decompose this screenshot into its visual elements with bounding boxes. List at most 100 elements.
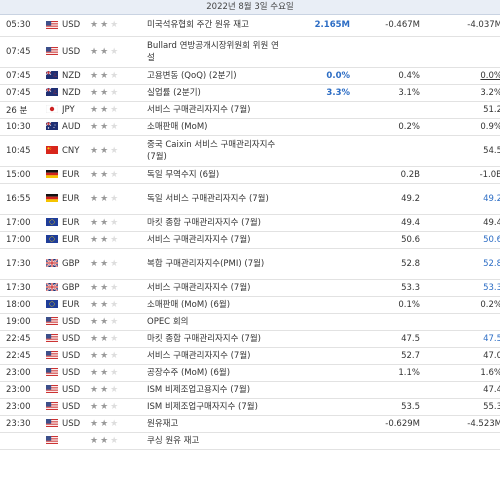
star-icon: ★ [90, 333, 99, 344]
event-actual [284, 214, 350, 232]
event-name[interactable]: 마킷 종합 구매관리자지수 (7월) [145, 330, 284, 348]
importance-stars: ★ ★ ★ [90, 334, 120, 344]
calendar-row[interactable]: 05:30 USD ★ ★ ★ 미국석유협회 주간 원유 재고 2.165M -0.467M -… [0, 15, 500, 37]
event-forecast: 49.4 [350, 214, 420, 232]
event-time [0, 432, 46, 450]
star-icon: ★ [100, 87, 109, 98]
us-flag-icon [46, 317, 58, 325]
event-name[interactable]: 서비스 구매관리자지수 (7월) [145, 279, 284, 297]
event-forecast: 53.3 [350, 279, 420, 297]
calendar-row[interactable]: 10:30 AUD ★ ★ ★ 소매판매 (MoM) 0.2% 0.9% [0, 118, 500, 136]
star-icon: ★ [100, 46, 109, 57]
importance-stars: ★ ★ ★ [90, 20, 120, 30]
star-icon: ★ [110, 435, 119, 446]
eu-flag-icon [46, 218, 58, 226]
event-previous: 49.2 [420, 183, 500, 215]
calendar-row[interactable]: ★ ★ ★ 쿠싱 원유 재고 [0, 432, 500, 450]
event-previous: 50.6 [420, 231, 500, 249]
event-time: 17:30 [0, 279, 46, 297]
event-name[interactable]: 독일 서비스 구매관리자지수 (7월) [145, 183, 284, 215]
event-name[interactable]: 서비스 구매관리자지수 (7월) [145, 231, 284, 249]
event-actual [284, 183, 350, 215]
star-icon: ★ [100, 217, 109, 228]
event-actual [284, 135, 350, 167]
event-currency: EUR [62, 296, 90, 314]
calendar-row[interactable]: 07:45 NZD ★ ★ ★ 실업률 (2분기) 3.3% 3.1% 3.2% [0, 84, 500, 102]
event-forecast: 50.6 [350, 231, 420, 249]
calendar-row[interactable]: 07:45 USD ★ ★ ★ Bullard 연방공개시장위원회 위원 연설 [0, 36, 500, 68]
event-previous: 54.5 [420, 135, 500, 167]
calendar-table: 05:30 USD ★ ★ ★ 미국석유협회 주간 원유 재고 2.165M -0.467M -… [0, 15, 500, 450]
calendar-row[interactable]: 23:30 USD ★ ★ ★ 원유재고 -0.629M -4.523M [0, 415, 500, 433]
event-actual [284, 330, 350, 348]
event-name[interactable]: 독일 무역수지 (6월) [145, 166, 284, 184]
star-icon: ★ [110, 121, 119, 132]
event-previous: -1.0B [420, 166, 500, 184]
importance-stars: ★ ★ ★ [90, 47, 120, 57]
event-name[interactable]: 소매판매 (MoM) (6월) [145, 296, 284, 314]
event-name[interactable]: 실업률 (2분기) [145, 84, 284, 102]
star-icon: ★ [90, 384, 99, 395]
event-name[interactable]: 공장수주 (MoM) (6월) [145, 364, 284, 382]
event-time: 26 분 [0, 101, 46, 119]
star-icon: ★ [110, 316, 119, 327]
event-name[interactable]: 서비스 구매관리자지수 (7월) [145, 101, 284, 119]
star-icon: ★ [90, 258, 99, 269]
de-flag-icon [46, 170, 58, 178]
event-name[interactable]: 미국석유협회 주간 원유 재고 [145, 15, 284, 37]
event-actual: 0.0% [284, 67, 350, 85]
event-name[interactable]: 쿠싱 원유 재고 [145, 432, 284, 450]
importance-stars: ★ ★ ★ [90, 300, 120, 310]
event-name[interactable]: 마킷 종합 구매관리자지수 (7월) [145, 214, 284, 232]
event-forecast: 47.5 [350, 330, 420, 348]
event-actual [284, 296, 350, 314]
calendar-row[interactable]: 10:45 CNY ★ ★ ★ 중국 Caixin 서비스 구매관리자지수 (7월) 54.… [0, 135, 500, 167]
calendar-row[interactable]: 18:00 EUR ★ ★ ★ 소매판매 (MoM) (6월) 0.1% 0.2% [0, 296, 500, 314]
event-name[interactable]: 복합 구매관리자지수(PMI) (7월) [145, 248, 284, 280]
calendar-row[interactable]: 15:00 EUR ★ ★ ★ 독일 무역수지 (6월) 0.2B -1.0B [0, 166, 500, 184]
us-flag-icon [46, 368, 58, 376]
event-name[interactable]: OPEC 회의 [145, 313, 284, 331]
event-name[interactable]: 서비스 구매관리자지수 (7월) [145, 347, 284, 365]
au-flag-icon [46, 121, 58, 130]
calendar-row[interactable]: 19:00 USD ★ ★ ★ OPEC 회의 [0, 313, 500, 331]
star-icon: ★ [90, 46, 99, 57]
event-actual: 3.3% [284, 84, 350, 102]
event-time: 07:45 [0, 36, 46, 68]
event-previous: 49.4 [420, 214, 500, 232]
star-icon: ★ [110, 169, 119, 180]
event-name[interactable]: 소매판매 (MoM) [145, 118, 284, 136]
event-currency: NZD [62, 67, 90, 85]
event-name[interactable]: ISM 비제조업구매자지수 (7월) [145, 398, 284, 416]
event-forecast [350, 313, 420, 331]
star-icon: ★ [90, 145, 99, 156]
event-actual [284, 347, 350, 365]
event-name[interactable]: 중국 Caixin 서비스 구매관리자지수 (7월) [145, 135, 284, 167]
event-forecast: 0.2B [350, 166, 420, 184]
event-currency: USD [62, 15, 90, 37]
calendar-row[interactable]: 07:45 NZD ★ ★ ★ 고용변동 (QoQ) (2분기) 0.0% 0.4% 0.0% [0, 67, 500, 85]
event-name[interactable]: ISM 비제조업고용지수 (7월) [145, 381, 284, 399]
event-forecast: 0.4% [350, 67, 420, 85]
event-time: 15:00 [0, 166, 46, 184]
event-previous: 55.3 [420, 398, 500, 416]
star-icon: ★ [100, 384, 109, 395]
event-name[interactable]: 원유재고 [145, 415, 284, 433]
calendar-row[interactable]: 23:00 USD ★ ★ ★ 공장수주 (MoM) (6월) 1.1% 1.6% [0, 364, 500, 382]
event-name[interactable]: 고용변동 (QoQ) (2분기) [145, 67, 284, 85]
event-time: 17:00 [0, 231, 46, 249]
event-forecast: 53.5 [350, 398, 420, 416]
event-name[interactable]: Bullard 연방공개시장위원회 위원 연설 [145, 36, 284, 68]
nz-flag-icon [46, 70, 58, 79]
